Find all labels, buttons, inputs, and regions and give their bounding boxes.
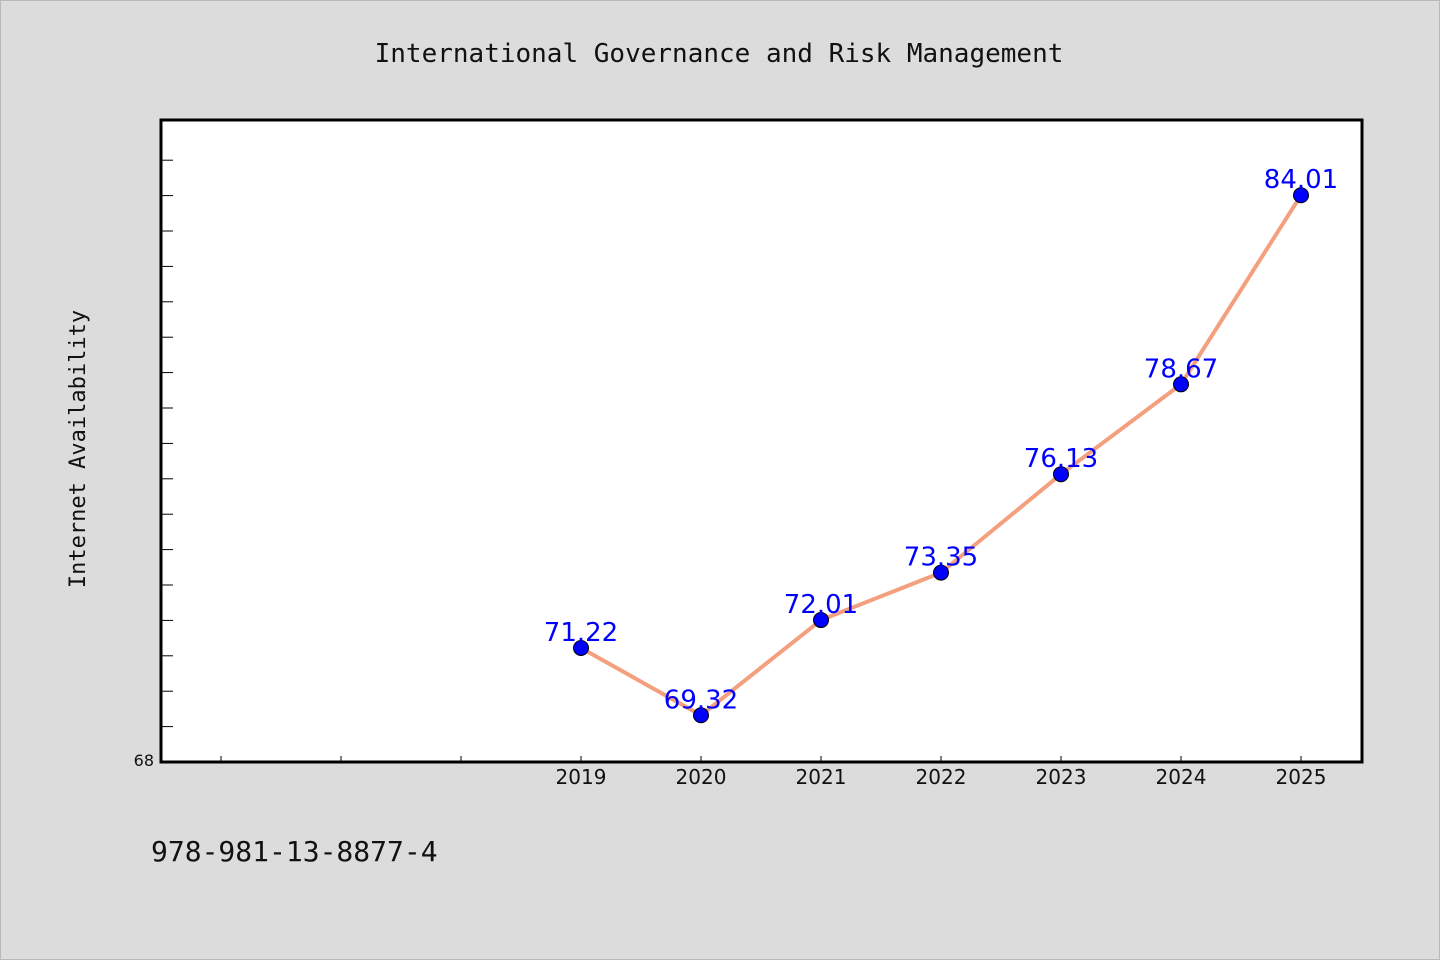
data-label: 84.01: [1264, 165, 1338, 195]
data-label: 78.67: [1144, 354, 1218, 384]
data-label: 69.32: [664, 685, 738, 715]
isbn-footer: 978-981-13-8877-4: [151, 835, 438, 868]
data-label: 72.01: [784, 590, 858, 620]
x-tick-label: 2023: [1036, 765, 1087, 789]
x-tick-label: 2022: [916, 765, 967, 789]
x-tick-label: 2020: [676, 765, 727, 789]
data-label: 71.22: [544, 618, 618, 648]
y-axis-label: Internet Availability: [66, 310, 91, 588]
x-axis-ticks: 2019 2020 2021 2022 2023 2024 2025: [220, 756, 1327, 789]
x-tick-label: 2025: [1276, 765, 1327, 789]
data-point: [1293, 187, 1309, 204]
x-tick-label: 2019: [556, 765, 607, 789]
data-point: [573, 640, 589, 657]
data-point: [1173, 376, 1189, 393]
data-point: [693, 707, 709, 724]
series-layer: 71.22 69.32 72.01 73.35 76.13 78.67 84.01: [544, 165, 1338, 724]
plot-area: [159, 118, 1364, 764]
x-tick-label: 2024: [1156, 765, 1207, 789]
data-point: [1053, 466, 1069, 483]
x-tick-label: 2021: [796, 765, 847, 789]
chart-title: International Governance and Risk Manage…: [375, 39, 1064, 69]
data-point: [933, 564, 949, 581]
y-axis-ticks: 68: [134, 159, 173, 770]
data-label: 73.35: [904, 543, 978, 573]
data-point: [813, 612, 829, 629]
y-tick-label: 68: [134, 751, 154, 770]
data-label: 76.13: [1024, 444, 1098, 474]
